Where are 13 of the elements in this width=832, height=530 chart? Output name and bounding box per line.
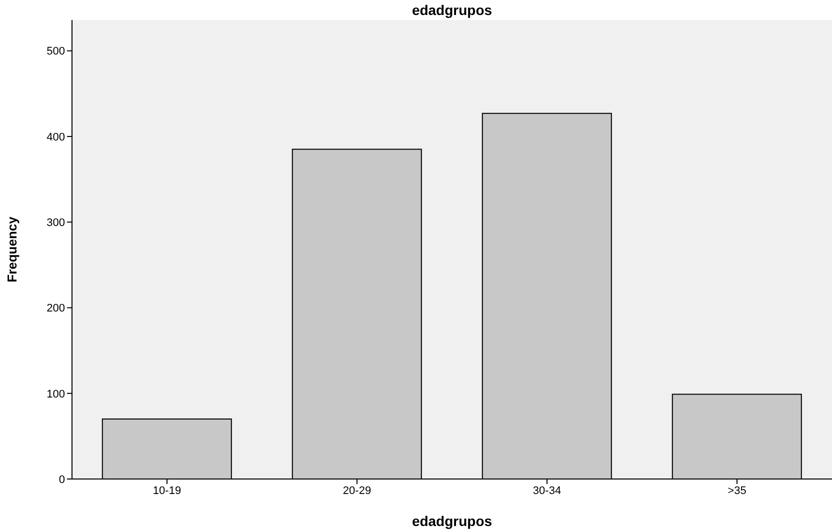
y-tick-label: 200 [46,302,65,315]
y-axis-title: Frequency [4,216,20,282]
x-tick-label: 20-29 [342,484,372,497]
y-tick-label: 300 [46,217,65,229]
chart-title: edadgrupos [410,2,494,18]
y-tick-label: 100 [46,388,65,400]
y-tick-label: 0 [58,474,65,486]
x-axis-title: edadgrupos [412,513,492,529]
x-tick-label: >35 [728,484,746,497]
y-tick-label: 500 [46,46,65,58]
x-tick-label: 10-19 [152,484,182,497]
x-tick-label: 30-34 [532,484,562,497]
y-tick-label: 400 [46,131,65,144]
